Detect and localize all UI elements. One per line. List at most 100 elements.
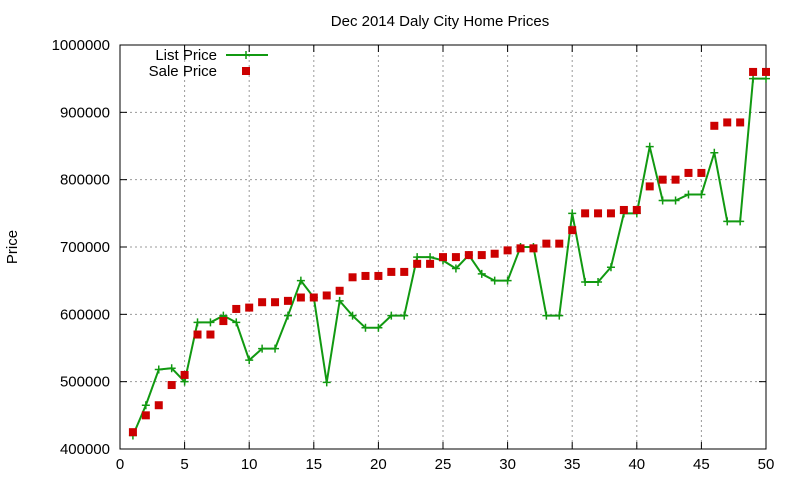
x-tick-label: 45 <box>693 456 710 473</box>
sale-price-point <box>426 259 435 268</box>
list-price-point <box>400 311 409 320</box>
x-tick-label: 15 <box>305 456 322 473</box>
sale-price-point <box>232 304 241 313</box>
list-price-point <box>141 401 150 410</box>
sale-price-point <box>374 271 383 280</box>
list-price-point <box>193 318 202 327</box>
list-price-point <box>413 253 422 262</box>
sale-price-point <box>348 273 357 282</box>
list-price-point <box>697 190 706 199</box>
sale-price-point <box>154 401 163 410</box>
legend: List Price Sale Price <box>149 47 268 80</box>
y-tick-label: 500000 <box>60 374 110 391</box>
list-price-point <box>606 263 615 272</box>
sale-price-point <box>271 298 280 307</box>
list-price-point <box>555 311 564 320</box>
list-price-point <box>477 269 486 278</box>
sale-price-point <box>180 370 189 379</box>
list-price-point <box>271 344 280 353</box>
sale-price-point <box>335 286 344 295</box>
list-price-point <box>710 148 719 157</box>
sale-price-point <box>413 259 422 268</box>
list-price-point <box>426 253 435 262</box>
list-price-point <box>645 142 654 151</box>
sale-price-point <box>258 298 267 307</box>
sale-price-point <box>167 381 176 390</box>
plot-frame <box>119 44 767 450</box>
sale-price-point <box>684 168 693 177</box>
list-price-point <box>658 196 667 205</box>
sale-price-point <box>141 411 150 420</box>
list-price-point <box>180 377 189 386</box>
sale-price-point <box>193 330 202 339</box>
y-tick-label: 800000 <box>60 172 110 189</box>
x-tick-label: 30 <box>499 456 516 473</box>
legend-marker-sale-price <box>242 67 250 75</box>
sale-price-point <box>503 246 512 255</box>
sale-price-point <box>749 67 758 76</box>
x-tick-label: 5 <box>180 456 188 473</box>
sale-price-point <box>206 330 215 339</box>
sale-price-point <box>283 296 292 305</box>
list-price-point <box>671 196 680 205</box>
sale-price-point <box>671 175 680 184</box>
sale-price-point <box>490 249 499 258</box>
list-price-point <box>283 311 292 320</box>
list-price-point <box>258 344 267 353</box>
sale-price-point <box>451 253 460 262</box>
sale-price-point <box>710 121 719 130</box>
sale-price-point <box>645 182 654 191</box>
sale-price-point <box>245 303 254 312</box>
list-price-point <box>451 264 460 273</box>
chart-title: Dec 2014 Daly City Home Prices <box>331 13 549 30</box>
x-tick-labels: 0 5 10 15 20 25 30 35 40 45 50 <box>116 456 775 473</box>
list-price-point <box>542 311 551 320</box>
list-price-point <box>245 356 254 365</box>
sale-price-point <box>400 267 409 276</box>
legend-label-sale-price: Sale Price <box>149 63 217 80</box>
sale-price-point <box>542 239 551 248</box>
list-price-point <box>154 365 163 374</box>
sale-price-point <box>632 205 641 214</box>
sale-price-point <box>658 175 667 184</box>
y-tick-label: 600000 <box>60 306 110 323</box>
sale-price-point <box>581 209 590 218</box>
list-price-point <box>581 278 590 287</box>
sale-price-point <box>529 244 538 253</box>
sale-price-point <box>219 317 228 326</box>
list-price-point <box>167 364 176 373</box>
sale-price-point <box>439 253 447 262</box>
x-tick-label: 35 <box>564 456 581 473</box>
list-price-point <box>568 209 577 218</box>
sale-price-point <box>568 226 577 235</box>
list-price-point <box>232 318 241 327</box>
sale-price-point <box>723 118 732 127</box>
y-axis-label: Price <box>4 230 21 264</box>
list-price-point <box>490 276 499 285</box>
list-price-point <box>374 323 383 332</box>
list-price-point <box>361 323 370 332</box>
list-price-point <box>762 74 770 83</box>
x-tick-label: 25 <box>435 456 452 473</box>
list-price-point <box>723 217 732 226</box>
series-sale-price <box>128 67 770 437</box>
sale-price-point <box>361 271 370 280</box>
list-price-point <box>684 190 693 199</box>
sale-price-point <box>128 428 137 437</box>
sale-price-point <box>322 291 331 300</box>
y-tick-label: 1000000 <box>52 37 110 54</box>
list-price-point <box>594 278 603 287</box>
list-price-point <box>387 311 396 320</box>
legend-marker-list-price <box>242 51 250 59</box>
sale-price-point <box>477 251 486 260</box>
x-tick-label: 10 <box>241 456 258 473</box>
sale-price-point <box>464 251 473 260</box>
legend-label-list-price: List Price <box>155 47 217 64</box>
x-tick-label: 20 <box>370 456 387 473</box>
list-price-point <box>503 276 512 285</box>
sale-price-point <box>387 267 396 276</box>
x-tick-label: 0 <box>116 456 124 473</box>
sale-price-point <box>555 239 564 248</box>
sale-price-point <box>516 244 525 253</box>
